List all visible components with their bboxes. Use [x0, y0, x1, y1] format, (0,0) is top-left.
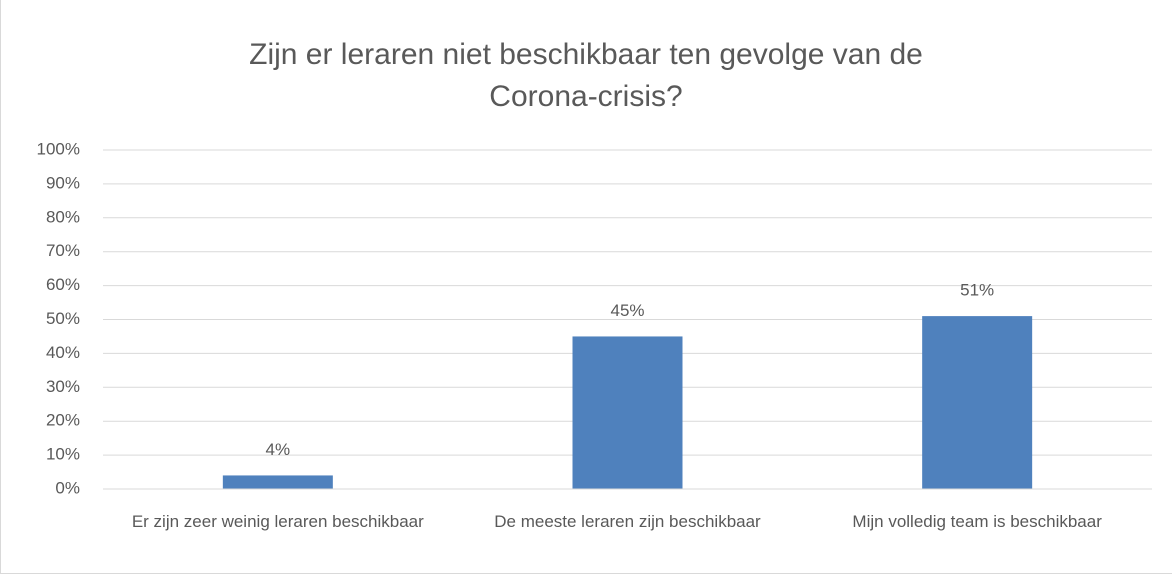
y-tick-label: 10%	[46, 445, 80, 464]
data-label: 45%	[610, 301, 644, 320]
y-tick-label: 70%	[46, 241, 80, 260]
y-tick-label: 40%	[46, 343, 80, 362]
chart-title: Zijn er leraren niet beschikbaar ten gev…	[249, 38, 923, 113]
y-tick-label: 20%	[46, 411, 80, 430]
data-label: 51%	[960, 281, 994, 300]
data-label: 4%	[266, 440, 291, 459]
y-tick-label: 0%	[55, 478, 80, 497]
y-tick-label: 100%	[37, 139, 80, 158]
y-tick-label: 60%	[46, 275, 80, 294]
x-tick-label: De meeste leraren zijn beschikbaar	[494, 512, 761, 531]
bar	[572, 336, 683, 489]
bar	[922, 316, 1033, 489]
bar	[222, 475, 333, 489]
y-tick-label: 30%	[46, 377, 80, 396]
x-tick-label: Er zijn zeer weinig leraren beschikbaar	[131, 512, 424, 531]
y-tick-label: 80%	[46, 207, 80, 226]
x-tick-label: Mijn volledig team is beschikbaar	[852, 512, 1102, 531]
y-tick-label: 90%	[46, 173, 80, 192]
y-tick-label: 50%	[46, 309, 80, 328]
